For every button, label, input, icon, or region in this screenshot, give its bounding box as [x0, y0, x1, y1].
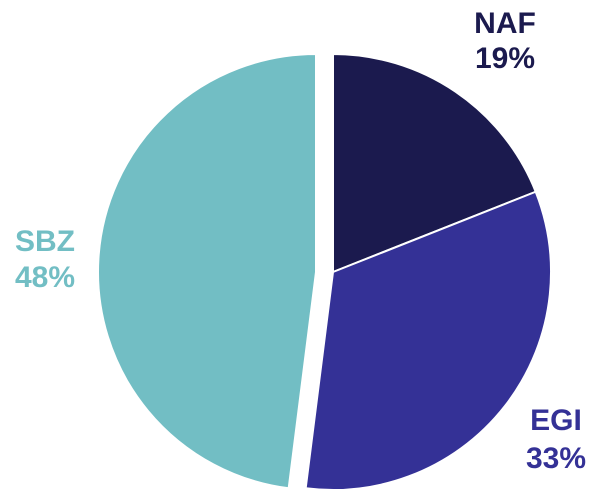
pie-slice	[332, 52, 537, 274]
slice-value-label: 48%	[15, 261, 75, 294]
slice-value-label: 33%	[526, 442, 586, 475]
slice-label: SBZ	[15, 225, 75, 258]
pie-slice	[97, 52, 317, 490]
slice-label: EGI	[530, 404, 582, 437]
pie-slice	[304, 190, 552, 490]
slice-label: NAF	[474, 7, 536, 40]
slice-value-label: 19%	[475, 42, 535, 75]
